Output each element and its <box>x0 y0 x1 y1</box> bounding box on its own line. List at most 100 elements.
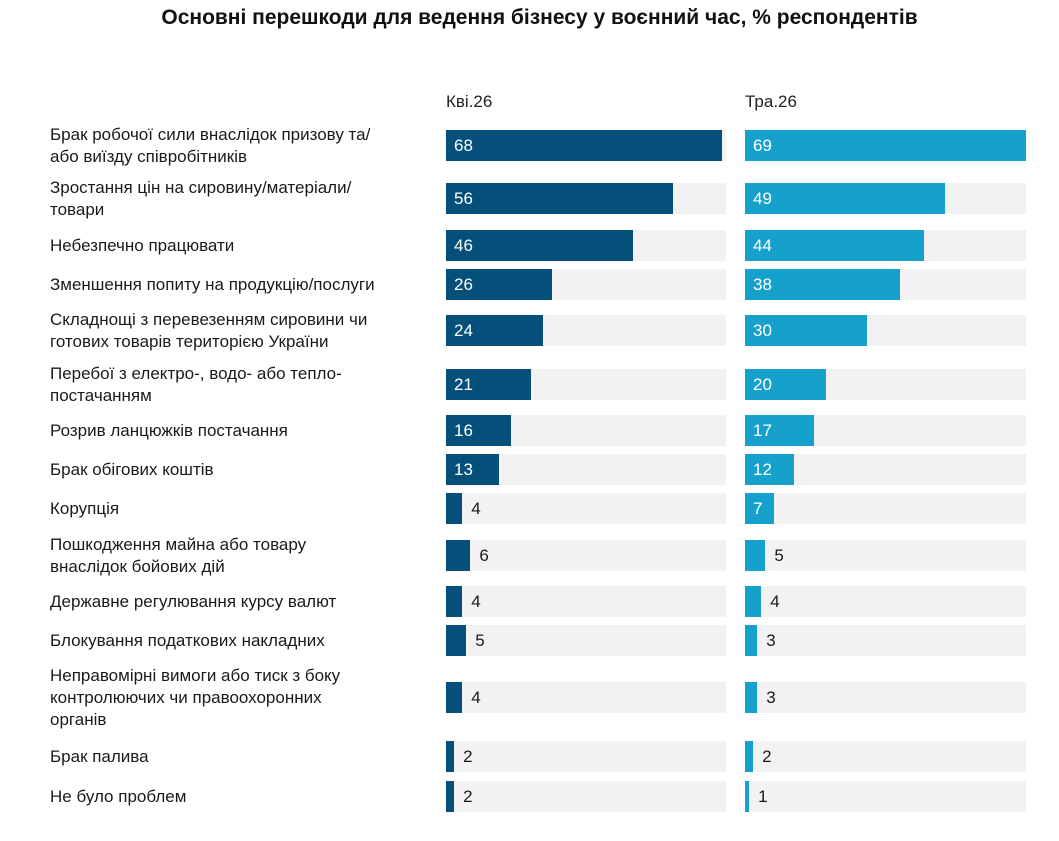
bar-tra26 <box>745 741 754 772</box>
bar-track: 4 <box>446 682 726 713</box>
bar-kvi26 <box>446 130 722 161</box>
category-label: Небезпечно працювати <box>50 235 445 257</box>
data-label: 30 <box>753 321 772 340</box>
category-label: Корупція <box>50 498 445 520</box>
category-label: Складнощі з перевезенням сировини чи гото… <box>50 309 445 353</box>
bar-kvi26 <box>446 269 552 300</box>
category-label: Пошкодження майна або товару внаслідок бо… <box>50 534 445 578</box>
category-label-line: Пошкодження майна або товару <box>50 534 307 554</box>
data-label: 6 <box>479 546 489 565</box>
category-label: Перебої з електро-, водо- або тепло-пост… <box>50 363 445 407</box>
bar-track: 44 <box>745 230 1026 261</box>
bar-track: 68 <box>446 130 726 161</box>
data-label: 69 <box>753 136 772 155</box>
data-label: 13 <box>454 460 473 479</box>
data-label: 5 <box>774 546 784 565</box>
bar-track: 20 <box>745 369 1026 400</box>
data-label: 38 <box>753 275 772 294</box>
data-label: 26 <box>454 275 473 294</box>
category-label: Зменшення попиту на продукцію/послуги <box>50 274 445 296</box>
category-label-line: Брак палива <box>50 746 149 766</box>
data-label: 5 <box>475 631 485 650</box>
bar-kvi26 <box>446 493 463 524</box>
bar-tra26 <box>745 625 758 656</box>
bar-kvi26 <box>446 586 463 617</box>
bar-track: 2 <box>745 741 1026 772</box>
bar-track: 17 <box>745 415 1026 446</box>
category-label: Державне регулювання курсу валют <box>50 591 445 613</box>
bar-track: 2 <box>446 741 726 772</box>
series-header-tra26: Тра.26 <box>745 92 797 111</box>
bar-track: 3 <box>745 625 1026 656</box>
bar-track: 3 <box>745 682 1026 713</box>
bar-tra26 <box>745 540 766 571</box>
bar-kvi26 <box>446 454 499 485</box>
bar-track: 46 <box>446 230 726 261</box>
category-label: Неправомірні вимоги або тиск з боку контр… <box>50 665 445 731</box>
category-label-line: контролюючих чи правоохоронних <box>50 687 322 707</box>
chart-title: Основні перешкоди для ведення бізнесу у … <box>161 6 918 29</box>
bar-kvi26 <box>446 741 455 772</box>
data-label: 16 <box>454 421 473 440</box>
bar-kvi26 <box>446 682 463 713</box>
bar-track: 1 <box>745 781 1026 812</box>
bar-track: 24 <box>446 315 726 346</box>
category-label: Розрив ланцюжків постачання <box>50 420 445 442</box>
bar-kvi26 <box>446 625 467 656</box>
bar-kvi26 <box>446 781 455 812</box>
bar-track: 56 <box>446 183 726 214</box>
category-label: Брак палива <box>50 746 445 768</box>
data-label: 56 <box>454 189 473 208</box>
category-label-line: Зростання цін на сировину/матеріали/ <box>50 177 352 197</box>
bar-tra26 <box>745 230 925 261</box>
bar-tra26 <box>745 130 1026 161</box>
category-label-line: готових товарів територією України <box>50 331 329 351</box>
category-label-line: Перебої з електро-, водо- або тепло- <box>50 363 342 383</box>
category-label-line: Державне регулювання курсу валют <box>50 591 337 611</box>
data-label: 12 <box>753 460 772 479</box>
data-label: 4 <box>471 688 481 707</box>
bar-tra26 <box>745 454 794 485</box>
bar-track: 38 <box>745 269 1026 300</box>
bar-tra26 <box>745 269 900 300</box>
data-label: 20 <box>753 375 772 394</box>
data-label: 2 <box>463 747 473 766</box>
bar-track: 26 <box>446 269 726 300</box>
bar-track: 5 <box>446 625 726 656</box>
data-label: 3 <box>766 631 776 650</box>
bar-track: 30 <box>745 315 1026 346</box>
category-label: Брак обігових коштів <box>50 459 445 481</box>
bar-track: 21 <box>446 369 726 400</box>
bar-tra26 <box>745 183 945 214</box>
data-label: 49 <box>753 189 772 208</box>
category-label-line: або виїзду співробітників <box>50 146 248 166</box>
category-label: Блокування податкових накладних <box>50 630 445 652</box>
category-label-line: Брак обігових коштів <box>50 459 214 479</box>
data-label: 7 <box>753 499 763 518</box>
bar-track: 16 <box>446 415 726 446</box>
category-label-line: Зменшення попиту на продукцію/послуги <box>50 274 375 294</box>
category-label-line: товари <box>50 199 105 219</box>
category-label: Не було проблем <box>50 786 445 808</box>
data-label: 4 <box>471 499 481 518</box>
series-header-kvi26: Кві.26 <box>446 92 493 111</box>
category-label-line: Корупція <box>50 498 120 518</box>
bar-track: 69 <box>745 130 1026 161</box>
data-label: 68 <box>454 136 473 155</box>
bar-track: 5 <box>745 540 1026 571</box>
bar-tra26 <box>745 493 774 524</box>
data-label: 4 <box>471 592 481 611</box>
bar-kvi26 <box>446 540 471 571</box>
data-label: 2 <box>463 787 473 806</box>
bar-track: 13 <box>446 454 726 485</box>
bar-track: 7 <box>745 493 1026 524</box>
bar-tra26 <box>745 369 827 400</box>
data-label: 1 <box>758 787 768 806</box>
bar-tra26 <box>745 315 868 346</box>
bar-track: 4 <box>446 586 726 617</box>
data-label: 44 <box>753 236 772 255</box>
bar-tra26 <box>745 682 758 713</box>
bar-kvi26 <box>446 315 544 346</box>
bar-track: 4 <box>446 493 726 524</box>
data-label: 24 <box>454 321 473 340</box>
